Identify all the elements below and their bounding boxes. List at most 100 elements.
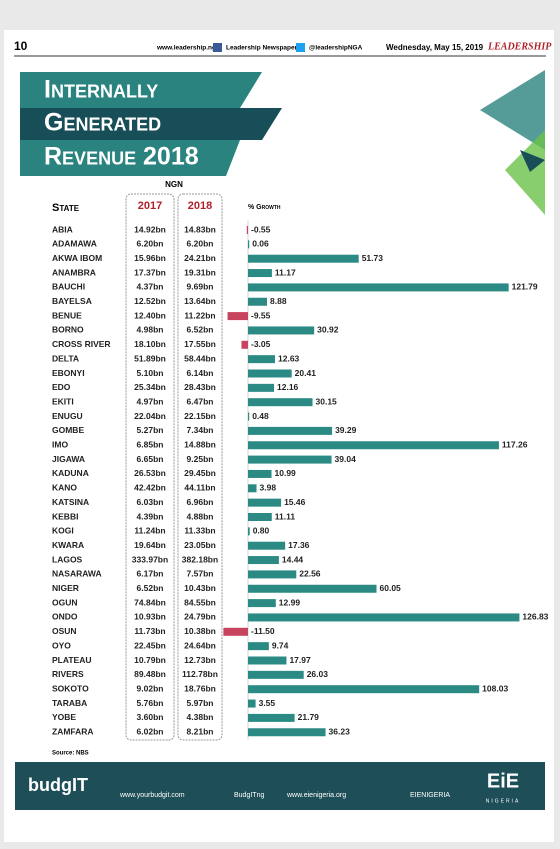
bar: [248, 441, 499, 450]
rows: ABIA 14.92bn 14.83bn -0.55 ADAMAWA 6.20bn 6.20…: [52, 224, 549, 736]
footer-brand: budgIT: [28, 775, 88, 795]
growth-label: 10.99: [275, 468, 297, 478]
bar: [248, 599, 276, 608]
revenue-2017: 19.64bn: [134, 540, 166, 550]
revenue-2017: 3.60bn: [137, 712, 164, 722]
revenue-2018: 29.45bn: [184, 468, 216, 478]
growth-label: 39.29: [335, 425, 357, 435]
column-frame: [177, 193, 223, 741]
bar: [248, 699, 256, 708]
revenue-2018: 6.47bn: [187, 396, 214, 406]
state-label: IMO: [52, 440, 68, 450]
growth-label: 12.99: [279, 597, 301, 607]
column-header: State: [52, 202, 80, 214]
date: Wednesday, May 15, 2019: [386, 43, 484, 52]
revenue-2017: 22.04bn: [134, 411, 166, 421]
title-band: [20, 108, 282, 140]
bar: [248, 283, 509, 292]
revenue-2017: 12.52bn: [134, 296, 166, 306]
bar: [248, 584, 377, 593]
bar: [227, 312, 248, 321]
growth-label: 12.16: [277, 382, 299, 392]
state-label: NASARAWA: [52, 569, 102, 579]
state-label: RIVERS: [52, 669, 84, 679]
revenue-2018: 84.55bn: [184, 597, 216, 607]
page-number: 10: [14, 39, 28, 53]
bar: [248, 713, 295, 722]
state-label: OSUN: [52, 626, 77, 636]
growth-label: -11.50: [251, 626, 275, 636]
revenue-2018: 9.25bn: [187, 454, 214, 464]
revenue-2017: 25.34bn: [134, 382, 166, 392]
title-band: [20, 72, 262, 108]
state-label: YOBE: [52, 712, 76, 722]
growth-label: 8.88: [270, 296, 287, 306]
bar: [248, 556, 279, 565]
revenue-2018: 112.78bn: [182, 669, 218, 679]
revenue-2017: 14.92bn: [134, 224, 166, 234]
revenue-2017: 42.42bn: [134, 483, 166, 493]
footer-social: BudgITng: [234, 792, 264, 799]
bar: [248, 240, 250, 249]
state-label: KOGI: [52, 526, 74, 536]
state-label: KEBBI: [52, 511, 78, 521]
state-label: ENUGU: [52, 411, 83, 421]
revenue-2018: 6.96bn: [187, 497, 214, 507]
growth-label: 15.46: [284, 497, 306, 507]
growth-label: 30.92: [317, 325, 339, 335]
state-label: KWARA: [52, 540, 84, 550]
growth-label: 11.17: [275, 267, 296, 277]
footer-social: EIENIGERIA: [410, 792, 450, 799]
state-label: BORNO: [52, 325, 84, 335]
revenue-2017: 6.20bn: [137, 239, 164, 249]
revenue-2017: 4.39bn: [137, 511, 164, 521]
twitter-icon: [296, 43, 305, 52]
facebook: Leadership Newspapers: [226, 45, 301, 52]
twitter: @leadershipNGA: [309, 45, 363, 52]
revenue-2017: 11.73bn: [134, 626, 165, 636]
revenue-2018: 7.57bn: [187, 569, 214, 579]
state-label: ANAMBRA: [52, 267, 96, 277]
revenue-2017: 5.27bn: [137, 425, 164, 435]
revenue-2017: 6.03bn: [137, 497, 164, 507]
state-label: ZAMFARA: [52, 727, 94, 737]
revenue-2017: 6.85bn: [137, 440, 164, 450]
column-frame: [125, 193, 175, 741]
bar: [248, 426, 333, 435]
revenue-2018: 6.52bn: [187, 325, 214, 335]
revenue-2018: 24.21bn: [184, 253, 216, 263]
state-label: JIGAWA: [52, 454, 85, 464]
state-label: KADUNA: [52, 468, 89, 478]
bar: [248, 383, 275, 392]
state-label: BAUCHI: [52, 282, 85, 292]
state-label: NIGER: [52, 583, 79, 593]
bar: [248, 369, 292, 378]
decor: [480, 70, 545, 150]
revenue-2017: 5.10bn: [137, 368, 164, 378]
revenue-2017: 15.96bn: [134, 253, 166, 263]
revenue-2017: 6.02bn: [137, 727, 164, 737]
column-header: % Growth: [248, 204, 281, 211]
growth-label: 30.15: [316, 396, 338, 406]
state-label: GOMBE: [52, 425, 84, 435]
revenue-2018: 11.22bn: [184, 310, 215, 320]
revenue-2018: 6.14bn: [187, 368, 214, 378]
growth-label: 20.41: [295, 368, 317, 378]
bar: [248, 355, 276, 364]
revenue-2017: 12.40bn: [134, 310, 166, 320]
source: Source: NBS: [52, 751, 89, 757]
bar: [248, 728, 326, 737]
revenue-2018: 28.43bn: [184, 382, 216, 392]
revenue-2018: 14.88bn: [184, 440, 216, 450]
state-label: LAGOS: [52, 554, 83, 564]
growth-label: 36.23: [329, 727, 351, 737]
growth-label: 3.55: [259, 698, 276, 708]
bar: [248, 513, 272, 521]
state-label: OYO: [52, 640, 71, 650]
title-line: Revenue 2018: [44, 143, 199, 171]
unit: NGN: [165, 180, 183, 189]
bar: [248, 685, 480, 694]
state-label: ABIA: [52, 224, 73, 234]
bar: [248, 469, 272, 478]
